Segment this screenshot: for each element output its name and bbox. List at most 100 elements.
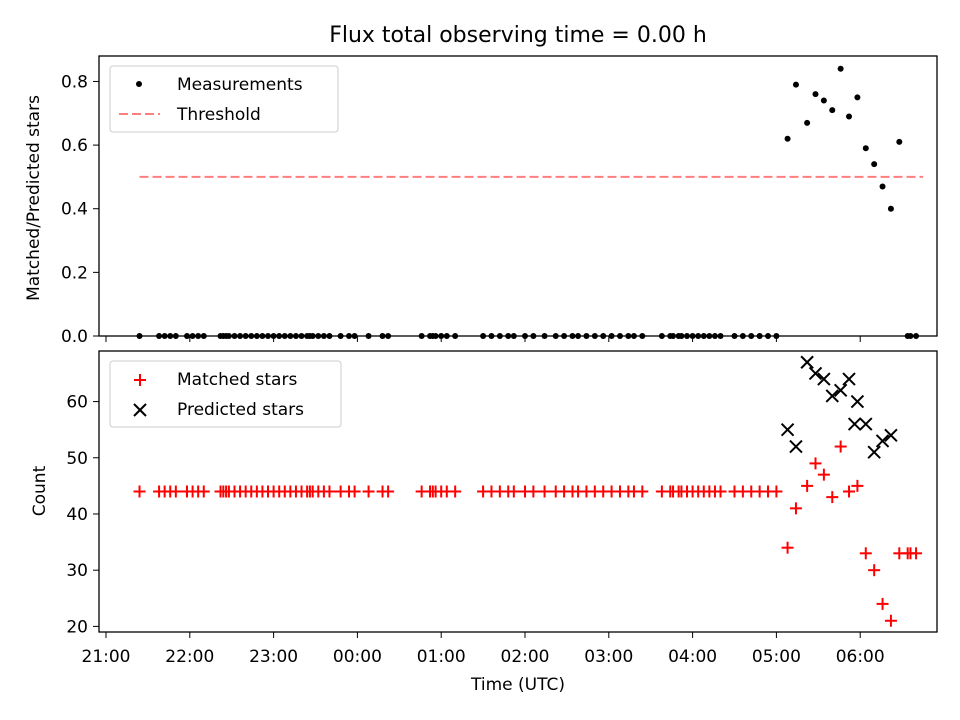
bottom-x-tick-label: 02:00 — [501, 647, 550, 667]
measurement-point — [812, 91, 819, 98]
matched-star-point — [348, 485, 361, 498]
bottom-x-tick-label: 06:00 — [836, 647, 885, 667]
predicted-star-point — [808, 366, 823, 381]
legend-measurements-label: Measurements — [177, 75, 303, 95]
matched-star-point — [169, 485, 182, 498]
bottom-x-tick-label: 04:00 — [668, 647, 717, 667]
measurement-point — [820, 97, 827, 104]
measurement-point — [846, 113, 853, 120]
matched-star-point — [859, 547, 872, 560]
matched-star-point — [789, 502, 802, 515]
predicted-star-point — [842, 372, 856, 386]
matched-star-point — [884, 614, 897, 627]
bottom-y-tick-label: 60 — [66, 393, 88, 413]
top-legend-box — [109, 65, 339, 133]
matched-star-point — [449, 485, 462, 498]
measurement-point — [879, 183, 886, 190]
matched-star-point — [714, 485, 727, 498]
bottom-legend: Matched stars Predicted stars — [109, 360, 342, 428]
bottom-legend-box — [109, 360, 342, 428]
legend-matched-label: Matched stars — [177, 370, 297, 390]
legend-measurements-marker — [136, 81, 142, 87]
matched-star-point — [910, 547, 923, 560]
top-plot-frame — [98, 55, 938, 337]
top-y-ticks: 0.0 0.2 0.4 0.6 0.8 — [61, 72, 99, 347]
bottom-y-tick-label: 40 — [66, 505, 88, 525]
top-y-tick-label: 0.2 — [61, 263, 88, 283]
bottom-x-tick-label: 01:00 — [417, 647, 466, 667]
bottom-panel: Count Time (UTC) 20 30 40 50 60 21:00 22:00 23… — [30, 350, 938, 695]
bottom-x-axis-label: Time (UTC) — [470, 675, 565, 695]
measurement-point — [896, 138, 903, 145]
bottom-y-tick-label: 50 — [66, 449, 88, 469]
bottom-x-tick-label: 05:00 — [752, 647, 801, 667]
top-y-axis-label: Matched/Predicted stars — [24, 95, 44, 301]
legend-matched-marker — [134, 374, 146, 386]
matched-star-point — [527, 485, 540, 498]
bottom-x-tick-label: 00:00 — [333, 647, 382, 667]
matched-star-point — [876, 597, 889, 610]
top-y-tick-label: 0.4 — [61, 200, 88, 220]
measurement-point — [829, 107, 836, 114]
bottom-y-ticks: 20 30 40 50 60 — [66, 393, 99, 637]
measurement-point — [837, 65, 844, 72]
predicted-star-point — [850, 394, 865, 409]
predicted-star-point — [884, 428, 898, 443]
matched-star-point — [801, 479, 814, 492]
predicted-star-point — [800, 355, 814, 369]
measurement-point — [804, 119, 811, 126]
predicted-star-point — [847, 417, 862, 431]
bottom-x-tick-label: 23:00 — [249, 647, 298, 667]
measurement-point — [887, 205, 894, 212]
predicted-star-point — [867, 445, 881, 459]
predicted-star-point — [780, 422, 795, 437]
top-y-tick-label: 0.6 — [61, 136, 88, 156]
matched-star-point — [781, 541, 794, 554]
matched-star-point — [826, 491, 839, 504]
measurement-point — [871, 161, 878, 168]
bottom-y-tick-label: 20 — [66, 617, 88, 637]
measurement-point — [854, 94, 861, 101]
matched-star-point — [323, 485, 336, 498]
matched-star-point — [382, 485, 395, 498]
measurement-point — [784, 135, 791, 142]
matched-star-point — [817, 468, 830, 481]
matched-star-point — [538, 485, 551, 498]
predicted-star-point — [875, 434, 890, 448]
top-legend: Measurements Threshold — [109, 65, 339, 133]
bottom-x-tick-label: 21:00 — [82, 647, 131, 667]
legend-predicted-marker — [133, 403, 147, 417]
legend-threshold-label: Threshold — [176, 105, 261, 125]
top-chart-title: Flux total observing time = 0.00 h — [329, 23, 707, 48]
matched-star-point — [851, 479, 864, 492]
bottom-x-tick-label: 03:00 — [584, 647, 633, 667]
matched-star-point — [507, 485, 520, 498]
bottom-x-tick-label: 22:00 — [165, 647, 214, 667]
matched-star-point — [197, 485, 210, 498]
bottom-x-ticks: 21:00 22:00 23:00 00:00 01:00 02:00 03:00 04:00… — [82, 632, 885, 667]
bottom-series-layer — [133, 355, 923, 627]
top-panel: Flux total observing time = 0.00 h Match… — [24, 23, 938, 347]
matched-star-point — [834, 440, 847, 453]
predicted-star-point — [859, 417, 873, 431]
top-series-layer — [136, 65, 924, 339]
top-y-tick-label: 0.0 — [61, 327, 88, 347]
legend-predicted-label: Predicted stars — [177, 400, 304, 420]
matched-star-point — [770, 485, 783, 498]
matched-star-point — [133, 485, 146, 498]
matched-star-point — [843, 485, 856, 498]
predicted-star-point — [789, 439, 803, 454]
measurement-point — [792, 81, 799, 88]
predicted-star-point — [825, 389, 839, 403]
bottom-plot-frame — [98, 350, 938, 633]
matched-star-point — [809, 457, 822, 470]
bottom-y-tick-label: 30 — [66, 561, 88, 581]
predicted-star-point — [833, 383, 848, 398]
measurement-point — [862, 145, 869, 152]
matched-star-point — [636, 485, 649, 498]
matched-star-point — [868, 564, 881, 577]
top-y-tick-label: 0.8 — [61, 72, 88, 92]
matched-star-point — [362, 485, 375, 498]
predicted-star-point — [817, 372, 831, 386]
